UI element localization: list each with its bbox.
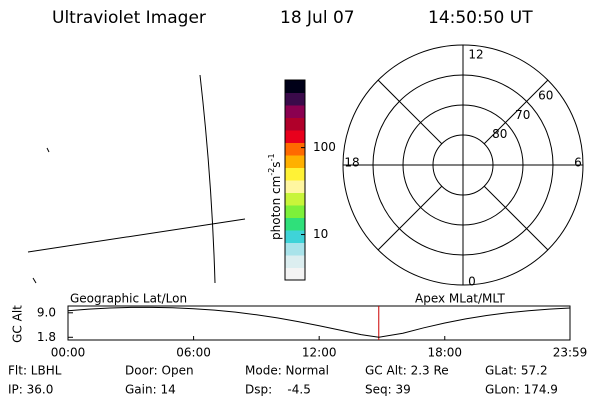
map-line — [199, 74, 216, 284]
map-line — [27, 218, 246, 253]
colorbar-swatch — [285, 92, 305, 106]
info-field: Mode: Normal — [245, 364, 329, 378]
colorbar-swatch — [285, 242, 305, 256]
colorbar-swatch — [285, 117, 305, 131]
colorbar-label: photon cm-2s-1 — [267, 153, 283, 240]
info-field: Flt: LBHL — [8, 364, 62, 378]
y-axis-label: GC Alt — [11, 305, 25, 343]
colorbar-swatch — [285, 205, 305, 218]
map-panel — [27, 74, 246, 284]
label-text: photon cm — [269, 176, 283, 240]
colorbar-swatch — [285, 130, 305, 143]
mlt-label: 0 — [468, 275, 476, 289]
mlt-label: 18 — [344, 156, 359, 170]
title: Ultraviolet Imager — [52, 8, 206, 28]
info-field: GLon: 174.9 — [485, 383, 558, 397]
polar-spoke — [377, 79, 443, 145]
info-field: Seq: 39 — [365, 383, 411, 397]
colorbar-frame — [284, 79, 306, 281]
x-tick-label: 12:00 — [302, 346, 337, 360]
polar-spoke — [483, 79, 549, 145]
label-superscript: -1 — [267, 153, 276, 161]
right-label: Apex MLat/MLT — [415, 292, 505, 306]
mlt-label: 6 — [574, 156, 582, 170]
label-text: s — [269, 161, 283, 167]
colorbar-swatch — [285, 155, 305, 168]
lat-label: 70 — [515, 108, 530, 122]
x-tick-label: 06:00 — [176, 346, 211, 360]
y-tick-label: 9.0 — [37, 305, 56, 319]
lat-label: 60 — [538, 89, 553, 103]
colorbar-swatch — [285, 142, 305, 156]
date: 18 Jul 07 — [280, 8, 355, 28]
info-field: IP: 36.0 — [8, 383, 53, 397]
colorbar-swatch — [285, 217, 305, 231]
info-field: GLat: 57.2 — [485, 364, 548, 378]
map-line — [46, 147, 50, 153]
colorbar-swatch — [285, 192, 305, 206]
lat-label: 80 — [492, 127, 507, 141]
info-field: Gain: 14 — [125, 383, 176, 397]
altitude-line — [67, 306, 571, 338]
polar-spoke — [377, 185, 443, 251]
left-label: Geographic Lat/Lon — [70, 292, 187, 306]
colorbar-tick-label: 100 — [313, 140, 336, 154]
plot-frame — [67, 305, 571, 341]
x-tick-label: 23:59 — [553, 346, 588, 360]
colorbar-swatch — [285, 267, 305, 281]
x-tick-label: 18:00 — [427, 346, 462, 360]
label-superscript: -2 — [267, 168, 276, 176]
colorbar-swatch — [285, 255, 305, 268]
colorbar-tick-label: 10 — [313, 227, 328, 241]
colorbar-swatch — [285, 180, 305, 193]
info-field: Door: Open — [125, 364, 194, 378]
colorbar-swatch — [285, 105, 305, 118]
y-tick-label: 1.8 — [37, 330, 56, 344]
colorbar-swatch — [285, 80, 305, 93]
colorbar-swatch — [285, 167, 305, 181]
time: 14:50:50 UT — [428, 8, 533, 28]
info-field: GC Alt: 2.3 Re — [365, 364, 449, 378]
info-field: Dsp: -4.5 — [245, 383, 311, 397]
polar-spoke — [483, 185, 549, 251]
map-line — [32, 277, 37, 284]
x-tick-label: 00:00 — [51, 346, 86, 360]
colorbar-swatch — [285, 230, 305, 243]
mlt-label: 12 — [468, 48, 483, 62]
